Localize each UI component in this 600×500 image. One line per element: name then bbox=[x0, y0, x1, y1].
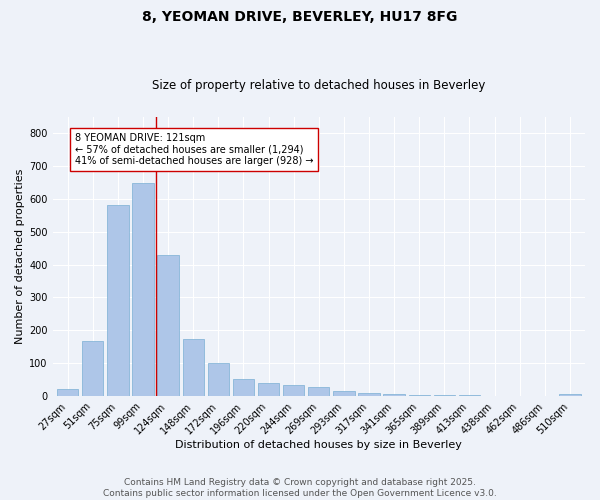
Bar bbox=[559, 394, 581, 396]
X-axis label: Distribution of detached houses by size in Beverley: Distribution of detached houses by size … bbox=[175, 440, 462, 450]
Bar bbox=[383, 394, 405, 396]
Y-axis label: Number of detached properties: Number of detached properties bbox=[15, 168, 25, 344]
Bar bbox=[358, 393, 380, 396]
Bar bbox=[82, 341, 103, 396]
Bar bbox=[233, 378, 254, 396]
Bar bbox=[182, 338, 204, 396]
Bar bbox=[258, 383, 279, 396]
Bar bbox=[57, 390, 78, 396]
Text: 8 YEOMAN DRIVE: 121sqm
← 57% of detached houses are smaller (1,294)
41% of semi-: 8 YEOMAN DRIVE: 121sqm ← 57% of detached… bbox=[75, 133, 314, 166]
Text: 8, YEOMAN DRIVE, BEVERLEY, HU17 8FG: 8, YEOMAN DRIVE, BEVERLEY, HU17 8FG bbox=[142, 10, 458, 24]
Bar bbox=[409, 395, 430, 396]
Bar bbox=[132, 183, 154, 396]
Bar bbox=[283, 384, 304, 396]
Bar bbox=[333, 391, 355, 396]
Bar bbox=[107, 204, 128, 396]
Bar bbox=[308, 387, 329, 396]
Bar bbox=[157, 255, 179, 396]
Title: Size of property relative to detached houses in Beverley: Size of property relative to detached ho… bbox=[152, 79, 485, 92]
Text: Contains HM Land Registry data © Crown copyright and database right 2025.
Contai: Contains HM Land Registry data © Crown c… bbox=[103, 478, 497, 498]
Bar bbox=[208, 362, 229, 396]
